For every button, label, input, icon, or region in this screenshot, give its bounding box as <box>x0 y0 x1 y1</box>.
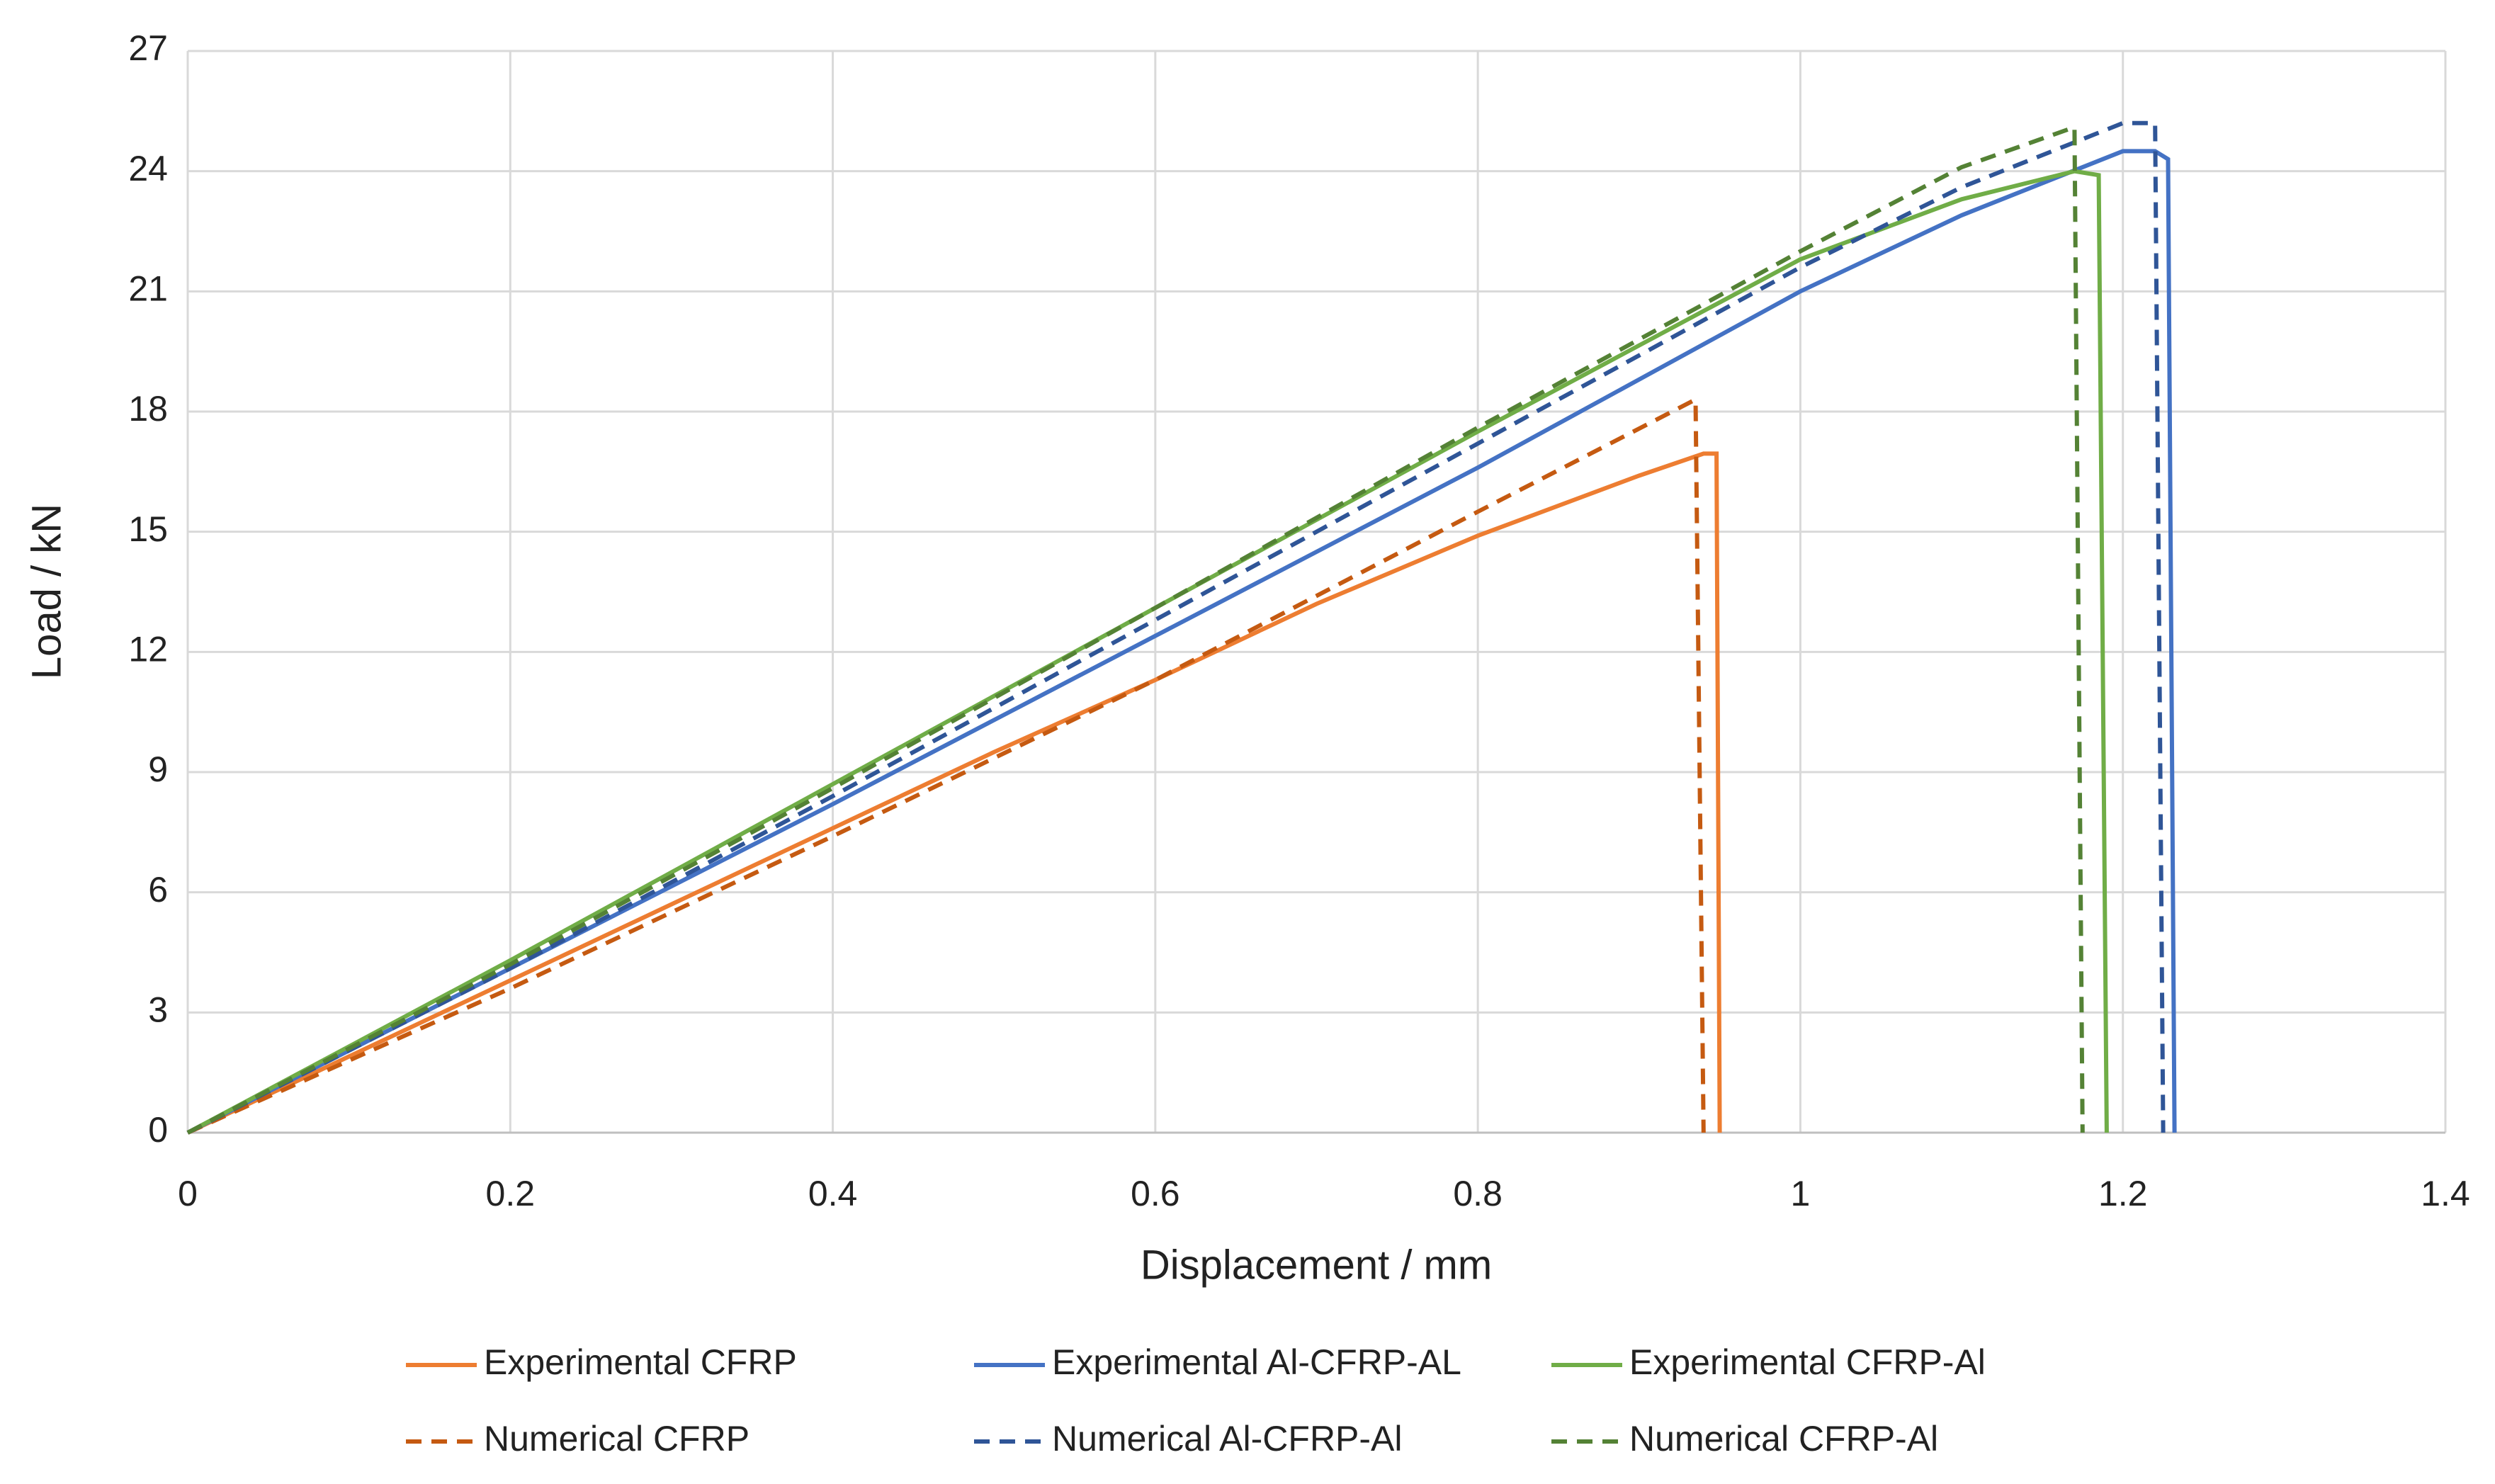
y-tick-label: 12 <box>128 630 168 669</box>
series-line <box>186 149 2177 1135</box>
y-tick-label: 6 <box>148 870 168 910</box>
y-tick-label: 9 <box>148 749 168 789</box>
y-tick-label: 27 <box>128 28 168 68</box>
x-tick-label: 0.8 <box>1453 1174 1503 1213</box>
y-tick-label: 3 <box>148 990 168 1030</box>
x-tick-label: 1.2 <box>2098 1174 2148 1213</box>
x-tick-label: 0.2 <box>486 1174 536 1213</box>
legend-label: Numerical Al-CFRP-Al <box>1052 1419 1403 1458</box>
x-tick-label: 0.4 <box>808 1174 858 1213</box>
series-line <box>186 120 2166 1135</box>
y-axis-title: Load / kN <box>23 504 69 679</box>
y-tick-label: 21 <box>128 269 168 309</box>
legend-label: Experimental Al-CFRP-AL <box>1052 1342 1461 1382</box>
x-tick-label: 1 <box>1791 1174 1811 1213</box>
x-tick-label: 1.4 <box>2421 1174 2470 1213</box>
series-line <box>186 124 2085 1135</box>
legend-label: Numerical CFRP <box>484 1419 749 1458</box>
series-line <box>186 169 2109 1135</box>
x-axis-title: Displacement / mm <box>1141 1242 1492 1288</box>
legend-label: Experimental CFRP <box>484 1342 797 1382</box>
y-tick-label: 0 <box>148 1110 168 1150</box>
y-tick-label: 18 <box>128 389 168 429</box>
x-tick-label: 0 <box>178 1174 198 1213</box>
series-line <box>186 451 1722 1135</box>
y-tick-label: 24 <box>128 149 168 188</box>
series-line <box>186 396 1706 1135</box>
legend-label: Numerical CFRP-Al <box>1629 1419 1938 1458</box>
legend-label: Experimental CFRP-Al <box>1629 1342 1986 1382</box>
x-tick-label: 0.6 <box>1131 1174 1180 1213</box>
y-tick-label: 15 <box>128 509 168 549</box>
